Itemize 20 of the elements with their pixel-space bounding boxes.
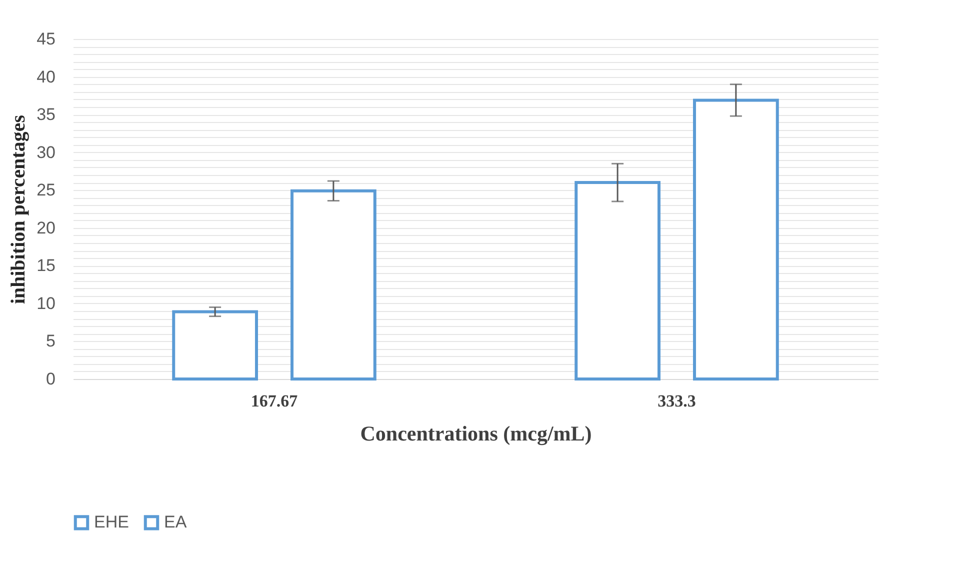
legend-label: EA xyxy=(164,512,188,532)
bar xyxy=(693,98,779,380)
bar xyxy=(172,310,258,380)
y-tick-label: 25 xyxy=(36,180,56,200)
x-tick-label: 333.3 xyxy=(658,392,696,410)
legend-label: EHE xyxy=(94,512,129,532)
y-tick-label: 45 xyxy=(36,30,56,48)
y-tick-label: 15 xyxy=(36,256,56,276)
x-axis-title: Concentrations (mcg/mL) xyxy=(360,422,592,446)
y-tick-label: 35 xyxy=(36,105,56,124)
y-tick-label: 10 xyxy=(36,294,56,313)
y-axis-title: inhibition percentages xyxy=(8,114,30,304)
x-tick-label: 167.67 xyxy=(250,392,298,410)
y-tick-label: 0 xyxy=(46,370,56,388)
bar xyxy=(290,189,376,380)
y-tick-label: 20 xyxy=(36,218,56,238)
bar xyxy=(574,181,660,380)
y-tick-label: 5 xyxy=(46,332,56,351)
y-tick-label: 30 xyxy=(36,142,56,162)
y-tick-label: 40 xyxy=(36,67,56,86)
